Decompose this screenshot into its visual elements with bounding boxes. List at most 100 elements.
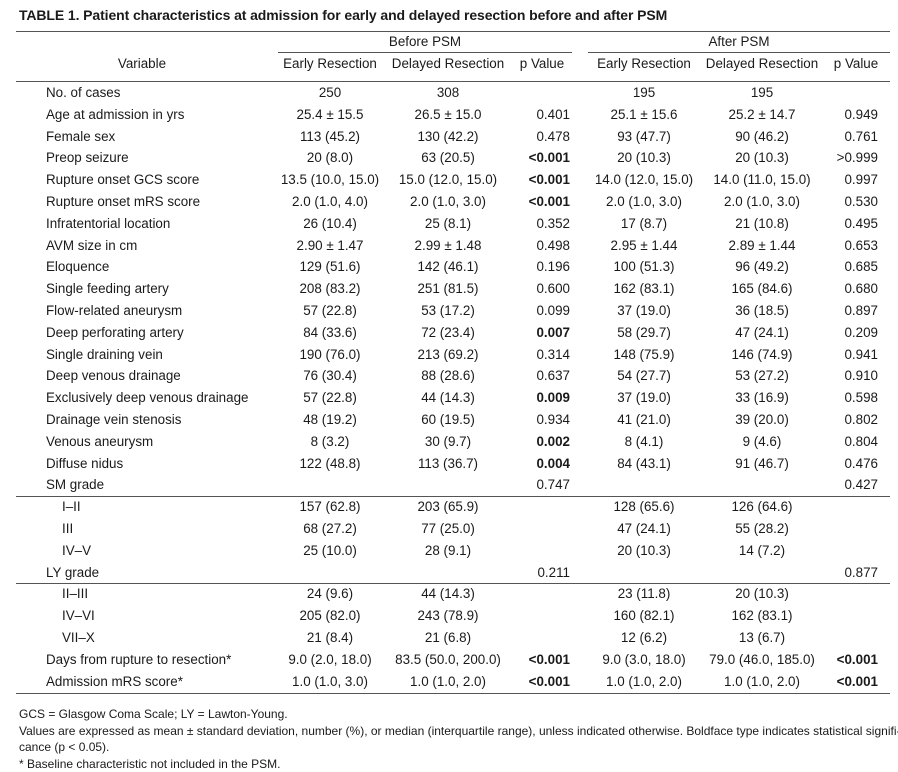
cell-after-early: 17 (8.7): [620, 215, 668, 231]
cell-after-p: 0.680: [844, 281, 878, 297]
table-row: IV–V 25 (10.0) 28 (9.1) 20 (10.3) 14 (7.2): [16, 540, 890, 562]
table-row: Exclusively deep venous drainage 57 (22.8…: [16, 387, 890, 409]
cell-variable: II–III: [62, 586, 89, 602]
cell-variable: Flow-related aneurysm: [46, 303, 183, 318]
cell-before-delayed: 15.0 (12.0, 15.0): [398, 172, 498, 188]
cell-before-p: [514, 82, 570, 104]
cell-before-early: 2.90 ± 1.47: [296, 237, 364, 253]
cell-after-delayed: 13 (6.7): [738, 630, 786, 645]
cell-before-p: 0.401: [536, 106, 570, 122]
after-early-header: Early Resection: [597, 56, 691, 71]
table-row: Rupture onset mRS score 2.0 (1.0, 4.0) 2.0…: [16, 191, 890, 213]
cell-before-delayed: 28 (9.1): [424, 542, 472, 558]
cell-before-p: <0.001: [528, 673, 570, 689]
table-row: Age at admission in yrs 25.4 ± 15.5 26.5 ±…: [16, 104, 890, 126]
cell-variable: Preop seizure: [46, 150, 129, 166]
cell-before-delayed: 72 (23.4): [421, 324, 475, 340]
cell-before-early: 2.0 (1.0, 4.0): [292, 194, 368, 209]
table-title: TABLE 1. Patient characteristics at admi…: [19, 7, 668, 23]
cell-before-early: [278, 474, 382, 496]
cell-after-p: 0.653: [844, 237, 878, 253]
cell-variable: Single draining vein: [46, 346, 163, 362]
cell-before-p: 0.211: [537, 564, 570, 580]
cell-before-early: 1.0 (1.0, 3.0): [292, 673, 368, 689]
cell-before-delayed: 25 (8.1): [424, 215, 472, 231]
cell-before-delayed: 63 (20.5): [421, 150, 475, 166]
cell-before-early: 48 (19.2): [303, 412, 357, 427]
cell-after-p: 0.877: [844, 564, 878, 580]
cell-before-early: 84 (33.6): [303, 324, 357, 340]
before-p-header: p Value: [519, 56, 565, 71]
cell-before-p: 0.002: [536, 433, 570, 449]
cell-after-delayed: 20 (10.3): [735, 150, 789, 166]
table-row: Venous aneurysm 8 (3.2) 30 (9.7) 0.002 8 (4.…: [16, 431, 890, 453]
cell-before-early: 68 (27.2): [303, 521, 357, 536]
cell-before-early: 26 (10.4): [303, 215, 357, 231]
cell-after-p: 0.530: [844, 194, 878, 209]
cell-after-delayed: 36 (18.5): [735, 303, 789, 318]
cell-variable: Eloquence: [46, 259, 110, 275]
cell-before-delayed: 203 (65.9): [417, 499, 479, 515]
cell-before-delayed: 21 (6.8): [424, 630, 472, 645]
cell-before-p: [514, 540, 570, 562]
cell-before-delayed: 113 (36.7): [417, 455, 479, 471]
cell-variable: Rupture onset GCS score: [46, 172, 200, 188]
cell-before-delayed: 53 (17.2): [421, 303, 475, 318]
cell-after-early: 93 (47.7): [617, 128, 671, 144]
cell-after-early: 195: [632, 85, 656, 100]
cell-after-p: 0.209: [844, 324, 878, 340]
cell-after-early: 25.1 ± 15.6: [610, 106, 678, 122]
cell-before-p: 0.009: [536, 390, 570, 406]
cell-after-p: <0.001: [836, 651, 878, 667]
cell-before-early: 76 (30.4): [303, 368, 357, 384]
cell-after-early: 37 (19.0): [617, 390, 671, 406]
cell-before-early: 8 (3.2): [310, 433, 350, 449]
cell-after-early: 41 (21.0): [617, 412, 671, 427]
cell-before-early: 21 (8.4): [306, 630, 354, 645]
cell-after-early: 8 (4.1): [624, 433, 664, 449]
cell-before-delayed: 60 (19.5): [421, 412, 475, 427]
cell-before-p: 0.934: [536, 412, 570, 427]
cell-before-early: 208 (83.2): [299, 281, 361, 297]
cell-after-early: 84 (43.1): [617, 455, 671, 471]
cell-before-early: 24 (9.6): [306, 586, 354, 602]
cell-after-delayed: 165 (84.6): [731, 281, 793, 297]
cell-variable: Exclusively deep venous drainage: [46, 390, 249, 406]
cell-before-early: 20 (8.0): [306, 150, 354, 166]
cell-variable: Deep perforating artery: [46, 324, 184, 340]
header-column-row: Variable Early Resection Delayed Resecti…: [16, 53, 890, 75]
table-row: Infratentorial location 26 (10.4) 25 (8.1)…: [16, 213, 890, 235]
cell-after-delayed: 9 (4.6): [742, 433, 782, 449]
footnotes: GCS = Glasgow Coma Scale; LY = Lawton-Yo…: [19, 706, 898, 772]
cell-after-p: 0.761: [844, 128, 878, 144]
cell-before-delayed: 44 (14.3): [421, 586, 475, 602]
cell-before-early: 122 (48.8): [299, 455, 361, 471]
cell-before-delayed: 44 (14.3): [421, 390, 475, 406]
cell-after-delayed: 96 (49.2): [735, 259, 789, 275]
cell-after-delayed: 25.2 ± 14.7: [728, 106, 796, 122]
cell-after-early: 148 (75.9): [613, 346, 675, 362]
cell-after-early: 20 (10.3): [617, 150, 671, 166]
cell-before-p: [514, 605, 570, 627]
footnote-values-line1: Values are expressed as mean ± standard …: [19, 723, 898, 738]
cell-variable: VII–X: [62, 630, 95, 645]
cell-variable: SM grade: [46, 477, 105, 493]
cell-after-p: 0.495: [844, 215, 878, 231]
cell-before-delayed: 26.5 ± 15.0: [414, 106, 482, 122]
cell-variable: LY grade: [46, 564, 100, 580]
cell-after-p: 0.949: [844, 106, 878, 122]
cell-before-p: [514, 627, 570, 649]
table-row: Deep venous drainage 76 (30.4) 88 (28.6) 0.…: [16, 365, 890, 387]
cell-after-delayed: 20 (10.3): [735, 586, 789, 602]
cell-before-p: [514, 583, 570, 605]
cell-before-delayed: 83.5 (50.0, 200.0): [395, 651, 501, 667]
table-row: Diffuse nidus 122 (48.8) 113 (36.7) 0.004 84…: [16, 453, 890, 475]
cell-after-early: 160 (82.1): [613, 608, 675, 624]
cell-after-early: [592, 562, 696, 584]
table-row: Eloquence 129 (51.6) 142 (46.1) 0.196 100 (5…: [16, 256, 890, 278]
cell-before-p: 0.637: [536, 368, 570, 384]
cell-after-delayed: [700, 562, 824, 584]
cell-after-delayed: 14.0 (11.0, 15.0): [713, 172, 811, 188]
cell-before-early: 157 (62.8): [299, 499, 361, 515]
